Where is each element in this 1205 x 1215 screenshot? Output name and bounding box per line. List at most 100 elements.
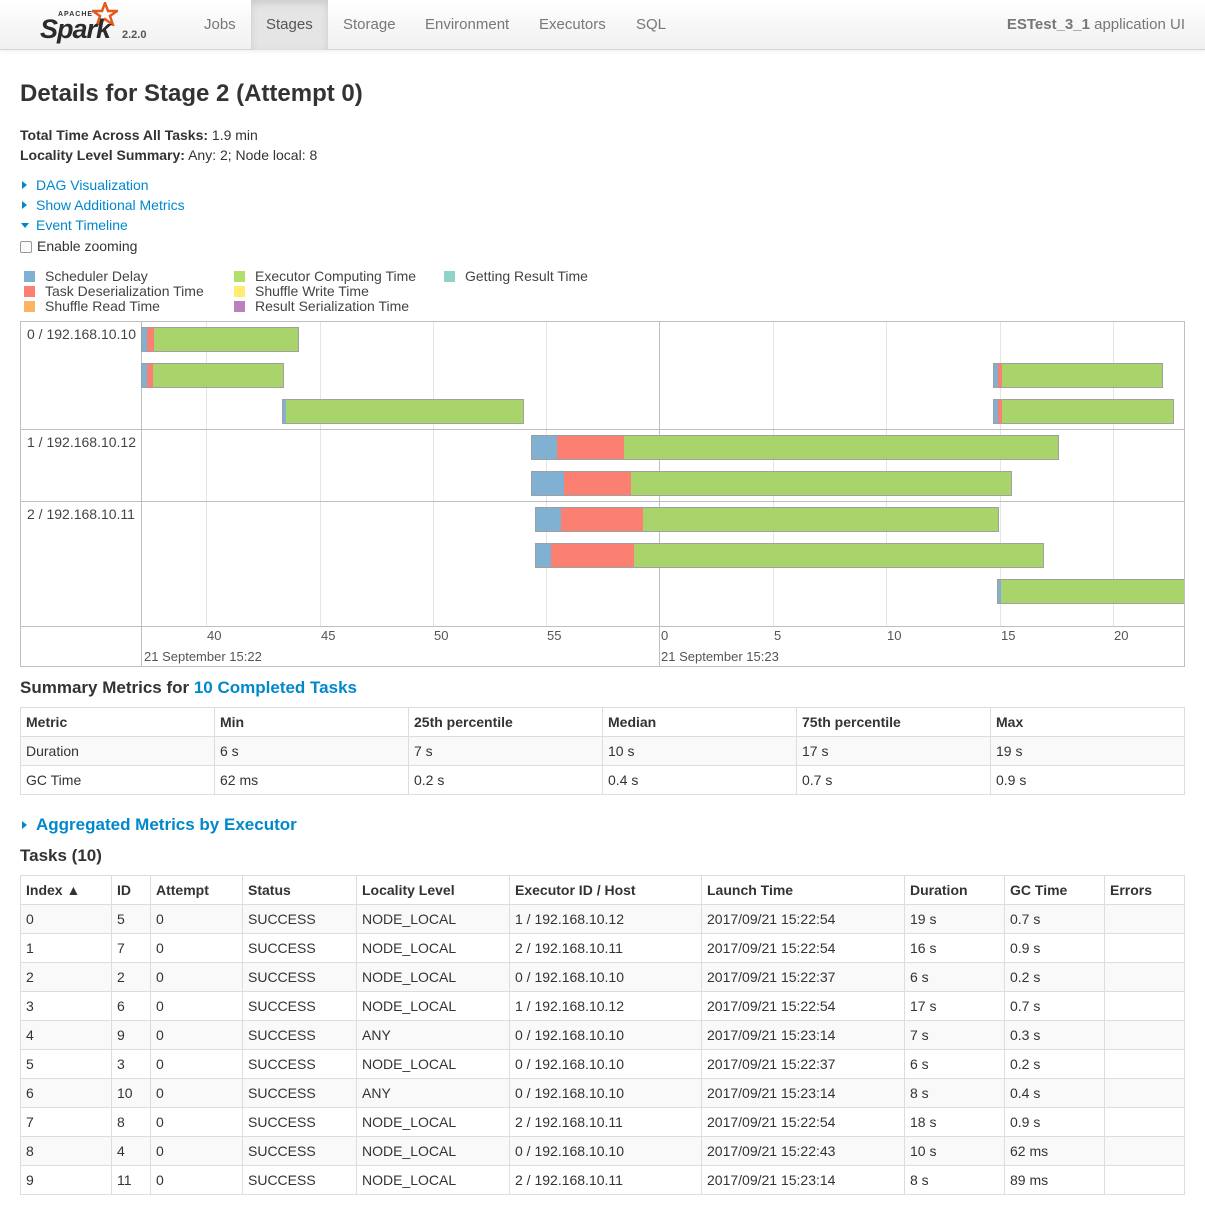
column-header[interactable]: Metric	[20, 707, 215, 737]
spark-logo[interactable]: APACHE Spark 2.2.0	[38, 2, 158, 48]
summary-metrics-table: Metric Min 25th percentile Median 75th p…	[20, 707, 1185, 795]
nav-environment[interactable]: Environment	[425, 16, 510, 33]
column-header[interactable]: Locality Level	[356, 875, 510, 905]
legend-label: Shuffle Write Time	[255, 283, 369, 299]
dag-link-label: DAG Visualization	[36, 177, 149, 193]
table-cell: 0.7 s	[1004, 904, 1105, 934]
table-cell: 17 s	[904, 991, 1005, 1021]
completed-tasks-link[interactable]: 10 Completed Tasks	[193, 678, 357, 697]
nav-sql[interactable]: SQL	[636, 16, 667, 33]
legend-result-serialization: Result Serialization Time	[234, 299, 409, 314]
table-cell: 0	[150, 1078, 243, 1108]
table-cell: 0.2 s	[1004, 962, 1105, 992]
table-cell: 0.7 s	[1004, 991, 1105, 1021]
app-title: ESTest_3_1 application UI	[1007, 0, 1185, 50]
table-cell: NODE_LOCAL	[356, 933, 510, 963]
table-cell: 16 s	[904, 933, 1005, 963]
total-time-label: Total Time Across All Tasks:	[20, 127, 209, 143]
table-cell: SUCCESS	[242, 904, 357, 934]
enable-zooming-checkbox[interactable]: Enable zooming	[20, 238, 137, 254]
table-cell: 8 s	[904, 1078, 1005, 1108]
column-header[interactable]: Errors	[1104, 875, 1185, 905]
table-cell: 89 ms	[1004, 1165, 1105, 1195]
table-cell: 8	[111, 1107, 151, 1137]
column-header[interactable]: Median	[602, 707, 797, 737]
axis-tick-label: 15	[1001, 628, 1016, 643]
event-timeline-link[interactable]: Event Timeline	[20, 217, 128, 233]
table-cell: 5	[111, 904, 151, 934]
table-cell: 10 s	[602, 736, 797, 766]
aggregated-metrics-link[interactable]: Aggregated Metrics by Executor	[20, 815, 297, 835]
task-bar[interactable]	[531, 471, 1012, 496]
task-bar[interactable]	[535, 507, 999, 532]
table-cell: 3	[111, 1049, 151, 1079]
executor-label: 1 / 192.168.10.12	[27, 434, 136, 450]
column-header[interactable]: Min	[214, 707, 409, 737]
label-column-separator	[141, 322, 142, 666]
legend-task-deserialization: Task Deserialization Time	[24, 284, 204, 299]
column-header[interactable]: Duration	[904, 875, 1005, 905]
table-cell: 0.9 s	[1004, 1107, 1105, 1137]
column-header[interactable]: Launch Time	[701, 875, 905, 905]
version-label: 2.2.0	[122, 29, 147, 41]
column-header[interactable]: ID	[111, 875, 151, 905]
locality-label: Locality Level Summary:	[20, 147, 185, 163]
scheduler-delay-segment	[532, 436, 557, 459]
legend-executor-computing: Executor Computing Time	[234, 269, 416, 284]
axis-tick-label: 55	[547, 628, 562, 643]
table-cell	[1104, 1107, 1185, 1137]
column-header[interactable]: GC Time	[1004, 875, 1105, 905]
table-cell: 2017/09/21 15:22:37	[701, 1049, 905, 1079]
table-cell: 0	[150, 933, 243, 963]
column-header-index-sorted[interactable]: Index ▲	[20, 875, 112, 905]
task-bar[interactable]	[997, 579, 1184, 604]
checkbox-icon[interactable]	[20, 241, 32, 253]
column-header[interactable]: Attempt	[150, 875, 243, 905]
table-cell: 2017/09/21 15:22:54	[701, 991, 905, 1021]
brand-apache: APACHE	[58, 11, 94, 18]
column-header[interactable]: 75th percentile	[796, 707, 991, 737]
column-header[interactable]: Executor ID / Host	[509, 875, 702, 905]
event-timeline[interactable]: 0 / 192.168.10.10 1 / 192.168.10.12 2 / …	[20, 321, 1185, 667]
nav-executors[interactable]: Executors	[539, 16, 606, 33]
table-cell: NODE_LOCAL	[356, 962, 510, 992]
table-cell: SUCCESS	[242, 1078, 357, 1108]
task-bar[interactable]	[141, 327, 299, 352]
axis-tick-label: 5	[774, 628, 782, 643]
table-cell: 7	[111, 933, 151, 963]
table-cell: 0	[150, 1165, 243, 1195]
column-header[interactable]: 25th percentile	[408, 707, 603, 737]
task-bar[interactable]	[993, 399, 1174, 424]
table-cell: 2 / 192.168.10.11	[509, 1107, 702, 1137]
table-cell	[1104, 1049, 1185, 1079]
task-bar[interactable]	[531, 435, 1059, 460]
table-row: 2 2 0 SUCCESS NODE_LOCAL 0 / 192.168.10.10 201…	[20, 962, 1185, 992]
legend-label: Shuffle Read Time	[45, 298, 160, 314]
task-bar[interactable]	[535, 543, 1044, 568]
task-bar[interactable]	[993, 363, 1163, 388]
table-cell: 8 s	[904, 1165, 1005, 1195]
table-cell: SUCCESS	[242, 1165, 357, 1195]
table-cell: 11	[111, 1165, 151, 1195]
table-cell: 9	[111, 1020, 151, 1050]
legend-scheduler-delay: Scheduler Delay	[24, 269, 148, 284]
table-row: 9 11 0 SUCCESS NODE_LOCAL 2 / 192.168.10.11 20…	[20, 1165, 1185, 1195]
axis-tick-label: 45	[321, 628, 336, 643]
show-additional-metrics-link[interactable]: Show Additional Metrics	[20, 197, 185, 213]
task-bar[interactable]	[282, 399, 524, 424]
axis-tick-label: 40	[207, 628, 222, 643]
legend-label: Getting Result Time	[465, 268, 588, 284]
metrics-link-label: Show Additional Metrics	[36, 197, 185, 213]
total-time-line: Total Time Across All Tasks: 1.9 min	[20, 127, 258, 143]
column-header[interactable]: Status	[242, 875, 357, 905]
expand-arrow-icon	[22, 201, 27, 209]
table-cell: 0	[150, 991, 243, 1021]
column-header[interactable]: Max	[990, 707, 1185, 737]
nav-storage[interactable]: Storage	[343, 16, 396, 33]
table-cell: NODE_LOCAL	[356, 1136, 510, 1166]
task-bar[interactable]	[141, 363, 284, 388]
nav-jobs[interactable]: Jobs	[204, 16, 236, 33]
group-separator	[21, 501, 1184, 502]
dag-visualization-link[interactable]: DAG Visualization	[20, 177, 149, 193]
nav-stages[interactable]: Stages	[251, 0, 328, 50]
